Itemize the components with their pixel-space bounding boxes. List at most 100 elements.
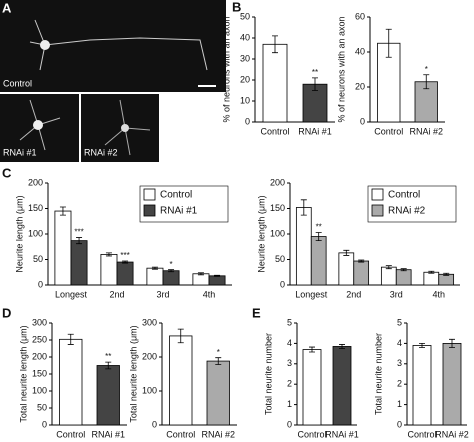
bar [59,338,83,426]
bar [206,360,230,426]
bar [162,270,180,286]
error-bar [105,361,112,370]
bar [353,260,370,286]
error-bar [300,199,307,216]
x-tick-label: RNAi #2 [201,429,235,439]
error-bar [423,74,430,90]
x-tick-label: 2nd [109,289,124,299]
neuron [19,99,61,151]
error-bar [339,344,345,349]
x-tick-label: Control [407,429,436,439]
y-tick-label: 4 [287,338,292,348]
legend-swatch [371,204,384,217]
bar [438,273,455,286]
y-tick-label: 50 [33,254,43,264]
x-tick-label: Longest [295,289,328,299]
error-bar [343,249,350,256]
neuron-body [121,124,129,132]
bar [192,273,210,286]
x-tick-label: Longest [55,289,88,299]
image-label: RNAi #1 [3,147,37,157]
y-tick-label: 100 [270,228,285,238]
neuron-body [33,120,43,130]
x-tick-label: Control [297,429,326,439]
error-bar [419,343,425,348]
y-tick-label: 40 [355,46,365,56]
error-bar [168,269,175,273]
y-axis-label: Total neurite number [373,333,383,415]
y-tick-label: 0 [245,116,250,126]
y-tick-label: 2 [287,379,292,389]
legend-swatch [371,188,384,201]
y-tick-label: 30 [240,53,250,63]
x-tick-label: Control [166,429,195,439]
bar [295,207,312,286]
y-tick-label: 0 [360,116,365,126]
x-tick-label: Control [374,126,403,136]
x-tick-label: 3rd [156,289,169,299]
error-bar [177,328,184,344]
panel-letter: A [2,0,12,15]
error-bar [105,252,112,257]
y-tick-label: 2 [397,379,402,389]
x-tick-label: RNAi #2 [409,126,443,136]
significance: * [217,348,220,357]
panel-letter: D [2,305,11,320]
x-tick-label: RNAi #1 [91,429,125,439]
bar [262,43,288,123]
legend-label: Control [388,190,420,201]
y-tick-label: 200 [28,177,43,187]
y-tick-label: 20 [240,74,250,84]
y-tick-label: 3 [397,358,402,368]
panel-letter: E [252,305,261,320]
bar [54,210,72,286]
x-tick-label: RNAi #1 [298,126,332,136]
error-bar [428,270,435,274]
y-tick-label: 150 [32,368,47,378]
error-bar [443,272,450,276]
y-axis-label: % of neurons with an axon [336,16,346,122]
significance: ** [105,352,111,361]
error-bar [197,272,204,276]
error-bar [214,274,221,277]
y-axis-label: Total neurite length (μm) [128,325,138,422]
bar [332,346,352,426]
y-axis-label: Neurite length (μm) [14,195,24,272]
bar [380,266,397,286]
bar [146,267,164,286]
y-tick-label: 3 [287,358,292,368]
bar [442,342,462,426]
bar [96,365,120,426]
x-tick-label: 2nd [346,289,361,299]
x-tick-label: RNAi #1 [325,429,359,439]
x-tick-label: 3rd [390,289,403,299]
y-tick-label: 1 [397,399,402,409]
bar [338,252,355,286]
error-bar [358,259,365,263]
significance: ** [312,68,318,77]
significance: * [169,260,172,269]
y-axis-label: Total neurite number [263,333,273,415]
y-tick-label: 200 [32,351,47,361]
bar [302,349,322,426]
y-tick-label: 150 [28,203,43,213]
y-axis-label: % of neurons with an axon [221,16,231,122]
y-tick-label: 100 [142,385,157,395]
error-bar [315,232,322,242]
error-bar [312,77,318,91]
error-bar [385,28,392,58]
y-tick-label: 100 [28,228,43,238]
x-tick-label: Control [56,429,85,439]
error-bar [385,265,392,270]
y-tick-label: 1 [287,399,292,409]
y-tick-label: 5 [397,317,402,327]
legend-label: Control [160,190,192,201]
significance: *** [120,251,129,260]
y-tick-label: 0 [280,279,285,289]
error-bar [67,333,74,345]
error-bar [215,357,222,365]
y-tick-label: 40 [240,32,250,42]
error-bar [272,35,278,54]
neuron [104,99,151,156]
y-tick-label: 200 [270,177,285,187]
